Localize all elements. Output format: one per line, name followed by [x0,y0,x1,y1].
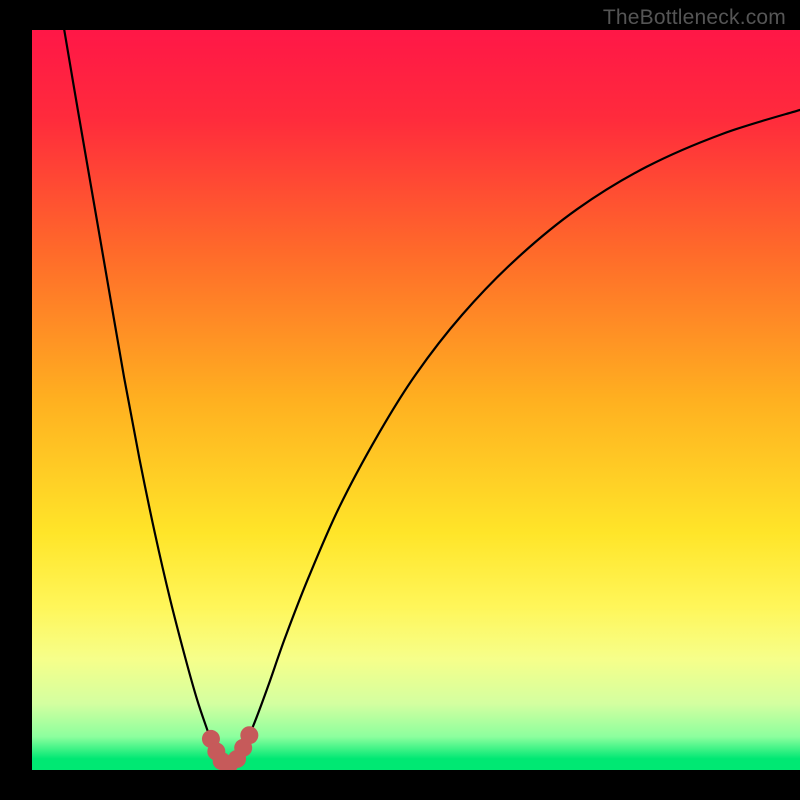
watermark-text: TheBottleneck.com [603,6,786,30]
bottleneck-curve-chart [32,30,800,770]
gradient-background [32,30,800,770]
plot-area [32,30,800,770]
chart-frame: TheBottleneck.com [0,0,800,800]
curve-marker [240,726,258,744]
